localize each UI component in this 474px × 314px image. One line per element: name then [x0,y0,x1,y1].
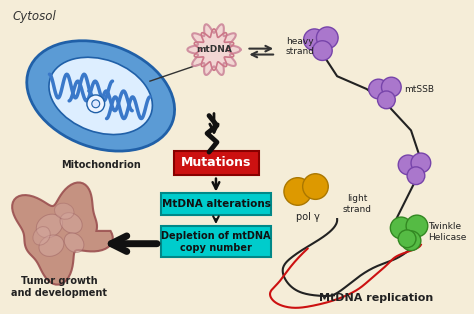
Circle shape [377,91,395,109]
Ellipse shape [60,213,82,233]
Text: Twinkle
Helicase: Twinkle Helicase [428,222,466,241]
Circle shape [398,230,416,248]
Text: mtSSB: mtSSB [404,84,434,94]
Text: Tumor growth
and development: Tumor growth and development [11,276,107,298]
FancyBboxPatch shape [173,151,259,175]
Circle shape [284,178,311,205]
Ellipse shape [27,41,174,151]
Circle shape [304,29,325,51]
Circle shape [302,174,328,199]
Ellipse shape [33,227,50,245]
Circle shape [87,95,105,113]
Circle shape [401,231,421,251]
Circle shape [369,79,388,99]
FancyBboxPatch shape [161,193,271,215]
Circle shape [317,27,338,49]
Circle shape [406,215,428,237]
Ellipse shape [55,203,74,219]
Text: Mitochondrion: Mitochondrion [61,160,141,170]
Text: pol γ: pol γ [296,212,319,222]
Text: mtDNA: mtDNA [196,45,232,54]
Text: light
strand: light strand [342,194,371,214]
Circle shape [407,167,425,185]
Circle shape [92,100,100,108]
Circle shape [312,41,332,61]
Text: Mutations: Mutations [181,156,251,170]
Ellipse shape [36,214,63,238]
Text: Depletion of mtDNA
copy number: Depletion of mtDNA copy number [161,231,271,252]
Circle shape [411,153,431,173]
Ellipse shape [64,233,84,252]
Circle shape [382,77,401,97]
Text: Cytosol: Cytosol [12,10,56,23]
Text: MtDNA replication: MtDNA replication [319,293,434,303]
Ellipse shape [39,235,64,257]
FancyBboxPatch shape [161,226,271,257]
Text: MtDNA alterations: MtDNA alterations [162,199,270,209]
Circle shape [390,217,412,239]
Text: heavy
strand: heavy strand [285,37,314,56]
Polygon shape [187,24,241,75]
Polygon shape [12,182,113,284]
Circle shape [398,155,418,175]
Ellipse shape [49,57,153,134]
